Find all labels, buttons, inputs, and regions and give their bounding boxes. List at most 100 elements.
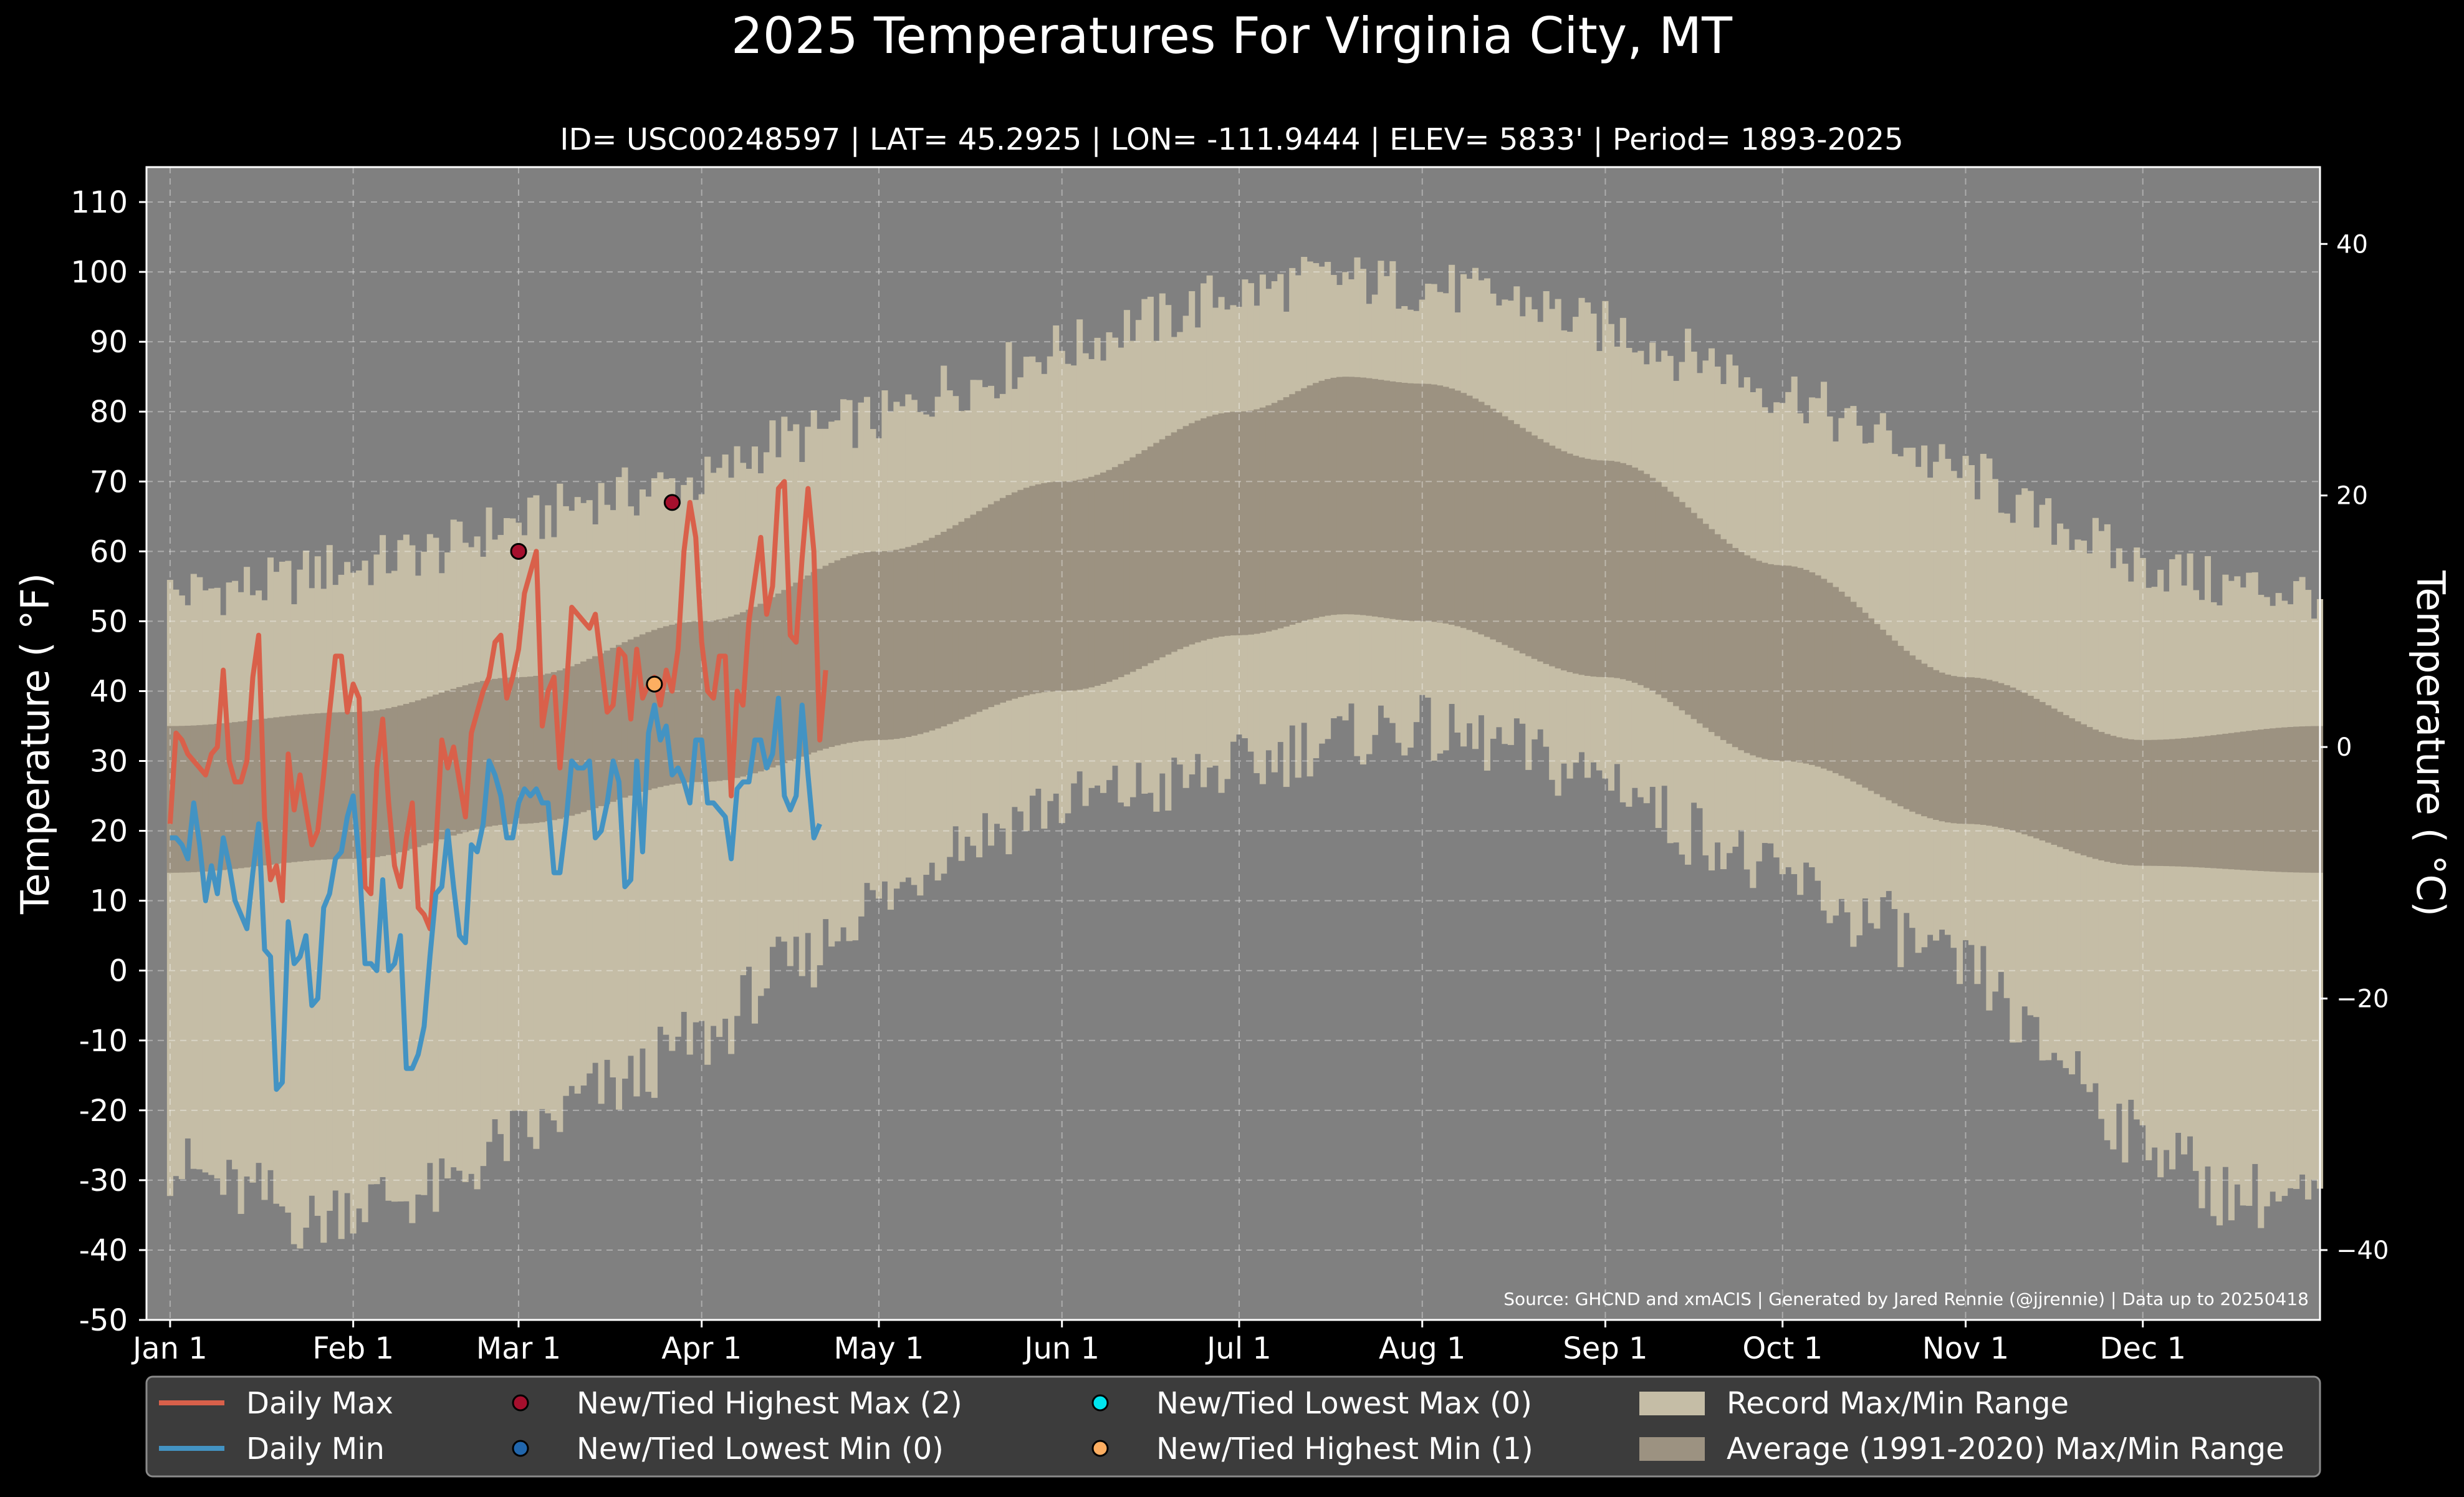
normal-range-bar [923, 540, 929, 733]
legend-marker-swatch [512, 1394, 529, 1412]
normal-range-bar [1992, 681, 1998, 827]
normal-range-bar [1797, 567, 1804, 763]
x-tick-label: Jan 1 [131, 1331, 208, 1366]
normal-range-bar [1094, 474, 1101, 686]
record-range-bar [2198, 600, 2205, 1208]
normal-range-bar [2086, 727, 2093, 857]
legend-label: New/Tied Lowest Min (0) [577, 1432, 944, 1466]
normal-range-bar [503, 677, 511, 825]
normal-range-bar [1897, 645, 1904, 807]
normal-range-bar [2192, 737, 2200, 867]
normal-range-bar [550, 672, 557, 821]
normal-range-bar [267, 718, 274, 865]
normal-range-bar [1301, 388, 1308, 622]
normal-range-bar [1543, 442, 1550, 664]
normal-range-bar [1318, 380, 1325, 617]
normal-range-bar [863, 552, 871, 741]
normal-range-bar [450, 688, 457, 836]
normal-range-bar [1643, 474, 1650, 688]
y-left-tick-label: 70 [90, 465, 128, 499]
normal-range-bar [1472, 398, 1479, 632]
normal-range-bar [1525, 431, 1532, 657]
chart-subtitle: ID= USC00248597 | LAT= 45.2925 | LON= -1… [560, 122, 1903, 157]
legend-box [145, 1375, 2321, 1478]
record-range-bar [2216, 605, 2223, 1226]
normal-range-bar [1903, 650, 1910, 809]
record-range-bar [492, 539, 499, 1120]
normal-range-bar [545, 673, 552, 822]
normal-range-bar [1809, 572, 1816, 765]
normal-range-bar [1189, 423, 1196, 645]
normal-range-bar [958, 521, 965, 720]
normal-range-bar [2098, 731, 2105, 860]
normal-range-bar [244, 721, 251, 868]
normal-range-bar [987, 504, 995, 708]
y-right-tick-label: 0 [2336, 733, 2352, 762]
normal-range-bar [1123, 461, 1130, 675]
normal-range-bar [1047, 482, 1053, 692]
normal-range-bar [698, 621, 705, 782]
y-right-tick-label: −40 [2336, 1236, 2389, 1265]
normal-range-bar [2222, 733, 2229, 869]
normal-range-bar [1224, 412, 1231, 636]
normal-range-bar [1212, 415, 1219, 638]
normal-range-bar [1065, 481, 1071, 691]
normal-range-bar [1106, 469, 1113, 682]
normal-range-bar [1679, 502, 1685, 711]
normal-range-bar [2187, 738, 2193, 867]
legend-label: Average (1991-2020) Max/Min Range [1727, 1432, 2284, 1466]
normal-range-bar [2021, 693, 2028, 835]
normal-range-bar [1685, 507, 1692, 715]
record-range-bar [462, 542, 469, 1182]
normal-range-bar [1513, 424, 1520, 651]
normal-range-bar [1235, 412, 1243, 635]
normal-range-bar [2122, 738, 2129, 865]
normal-range-bar [1555, 448, 1561, 669]
record-range-bar [409, 545, 416, 1223]
normal-range-bar [834, 560, 841, 746]
record-range-bar [362, 561, 368, 1223]
normal-range-bar [1939, 672, 1945, 822]
normal-range-bar [999, 498, 1006, 703]
normal-range-bar [751, 607, 759, 774]
normal-range-bar [645, 632, 652, 791]
normal-range-bar [2204, 736, 2212, 868]
normal-range-bar [893, 549, 900, 739]
normal-range-bar [1495, 412, 1502, 642]
y-left-tick-label: 100 [70, 255, 128, 290]
y-left-tick-label: 0 [108, 954, 128, 989]
normal-range-bar [202, 724, 209, 872]
normal-range-bar [497, 678, 504, 825]
normal-range-bar [1921, 663, 1928, 817]
normal-range-bar [1661, 486, 1668, 698]
normal-range-bar [1962, 677, 1969, 824]
normal-range-bar [870, 551, 876, 741]
normal-range-bar [1803, 570, 1810, 764]
normal-range-bar [1549, 445, 1556, 667]
normal-range-bar [2270, 728, 2276, 872]
record-range-bar [2163, 591, 2170, 1150]
normal-range-bar [2287, 726, 2294, 873]
normal-range-bar [621, 642, 628, 798]
record-range-bar [244, 567, 251, 1177]
normal-range-bar [379, 709, 386, 857]
record-range-bar [2258, 595, 2265, 1228]
y-left-tick-label: -20 [79, 1094, 128, 1129]
normal-range-bar [1773, 565, 1780, 761]
normal-range-bar [604, 650, 611, 804]
normal-range-bar [2068, 718, 2076, 852]
y-left-tick-label: 110 [70, 185, 128, 220]
normal-range-bar [976, 511, 983, 712]
normal-range-bar [255, 719, 262, 867]
normal-range-bar [232, 722, 239, 869]
normal-range-bar [610, 647, 616, 802]
normal-range-bar [681, 622, 688, 783]
normal-range-bar [1667, 491, 1674, 702]
normal-range-bar [1986, 680, 1993, 826]
normal-range-bar [421, 698, 428, 845]
record-range-bar [421, 551, 428, 1195]
normal-range-bar [1867, 618, 1874, 791]
normal-range-bar [1460, 393, 1467, 628]
normal-range-bar [462, 685, 469, 832]
normal-range-bar [1442, 387, 1449, 624]
